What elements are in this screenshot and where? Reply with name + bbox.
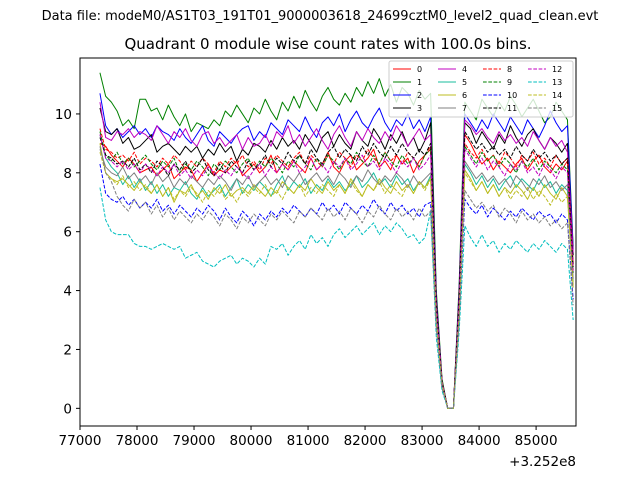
x-tick-label: 79000 — [173, 433, 216, 449]
y-tick-label: 2 — [63, 342, 72, 358]
legend-label-15: 15 — [552, 104, 562, 113]
series-line-5 — [99, 134, 574, 409]
x-tick-label: 77000 — [59, 433, 102, 449]
legend-box — [388, 60, 574, 118]
x-tick-label: 80000 — [230, 433, 273, 449]
y-tick-label: 0 — [63, 401, 72, 417]
x-tick-label: 78000 — [116, 433, 159, 449]
legend-label-4: 4 — [462, 65, 467, 74]
y-tick-label: 6 — [63, 225, 72, 241]
legend-label-12: 12 — [552, 65, 562, 74]
figure-suptitle: Data file: modeM0/AS1T03_191T01_90000036… — [42, 9, 599, 24]
series-line-9 — [99, 131, 574, 409]
x-tick-label: 84000 — [458, 433, 501, 449]
y-tick-label: 10 — [55, 107, 72, 123]
legend-label-3: 3 — [417, 104, 422, 113]
x-offset-label: +3.252e8 — [509, 454, 576, 470]
legend-label-6: 6 — [462, 91, 467, 100]
legend-label-7: 7 — [462, 104, 467, 113]
legend-label-8: 8 — [507, 65, 512, 74]
chart-title: Quadrant 0 module wise count rates with … — [124, 35, 531, 53]
x-tick-label: 81000 — [287, 433, 330, 449]
plot-lines — [99, 72, 574, 409]
y-tick-label: 4 — [63, 284, 72, 300]
x-tick-label: 85000 — [515, 433, 558, 449]
y-tick-label: 8 — [63, 166, 72, 182]
x-tick-label: 83000 — [401, 433, 444, 449]
legend-label-0: 0 — [417, 65, 422, 74]
legend-label-2: 2 — [417, 91, 422, 100]
series-line-13 — [99, 187, 574, 409]
series-line-12 — [99, 134, 574, 409]
x-tick-label: 82000 — [344, 433, 387, 449]
plot-frame — [79, 57, 577, 427]
series-line-4 — [99, 102, 574, 409]
legend-label-11: 11 — [507, 104, 517, 113]
series-line-3 — [99, 107, 574, 409]
axes: 77000 78000 79000 80000 81000 82000 83000 84000… — [55, 107, 558, 449]
legend-label-13: 13 — [552, 78, 562, 87]
series-line-7 — [99, 149, 574, 409]
legend-label-9: 9 — [507, 78, 512, 87]
series-line-10 — [99, 163, 574, 409]
legend-label-1: 1 — [417, 78, 422, 87]
legend-label-14: 14 — [552, 91, 562, 100]
series-line-15 — [99, 146, 574, 409]
legend-label-5: 5 — [462, 78, 467, 87]
series-line-11 — [99, 131, 574, 409]
series-line-14 — [99, 152, 574, 409]
legend-label-10: 10 — [507, 91, 517, 100]
